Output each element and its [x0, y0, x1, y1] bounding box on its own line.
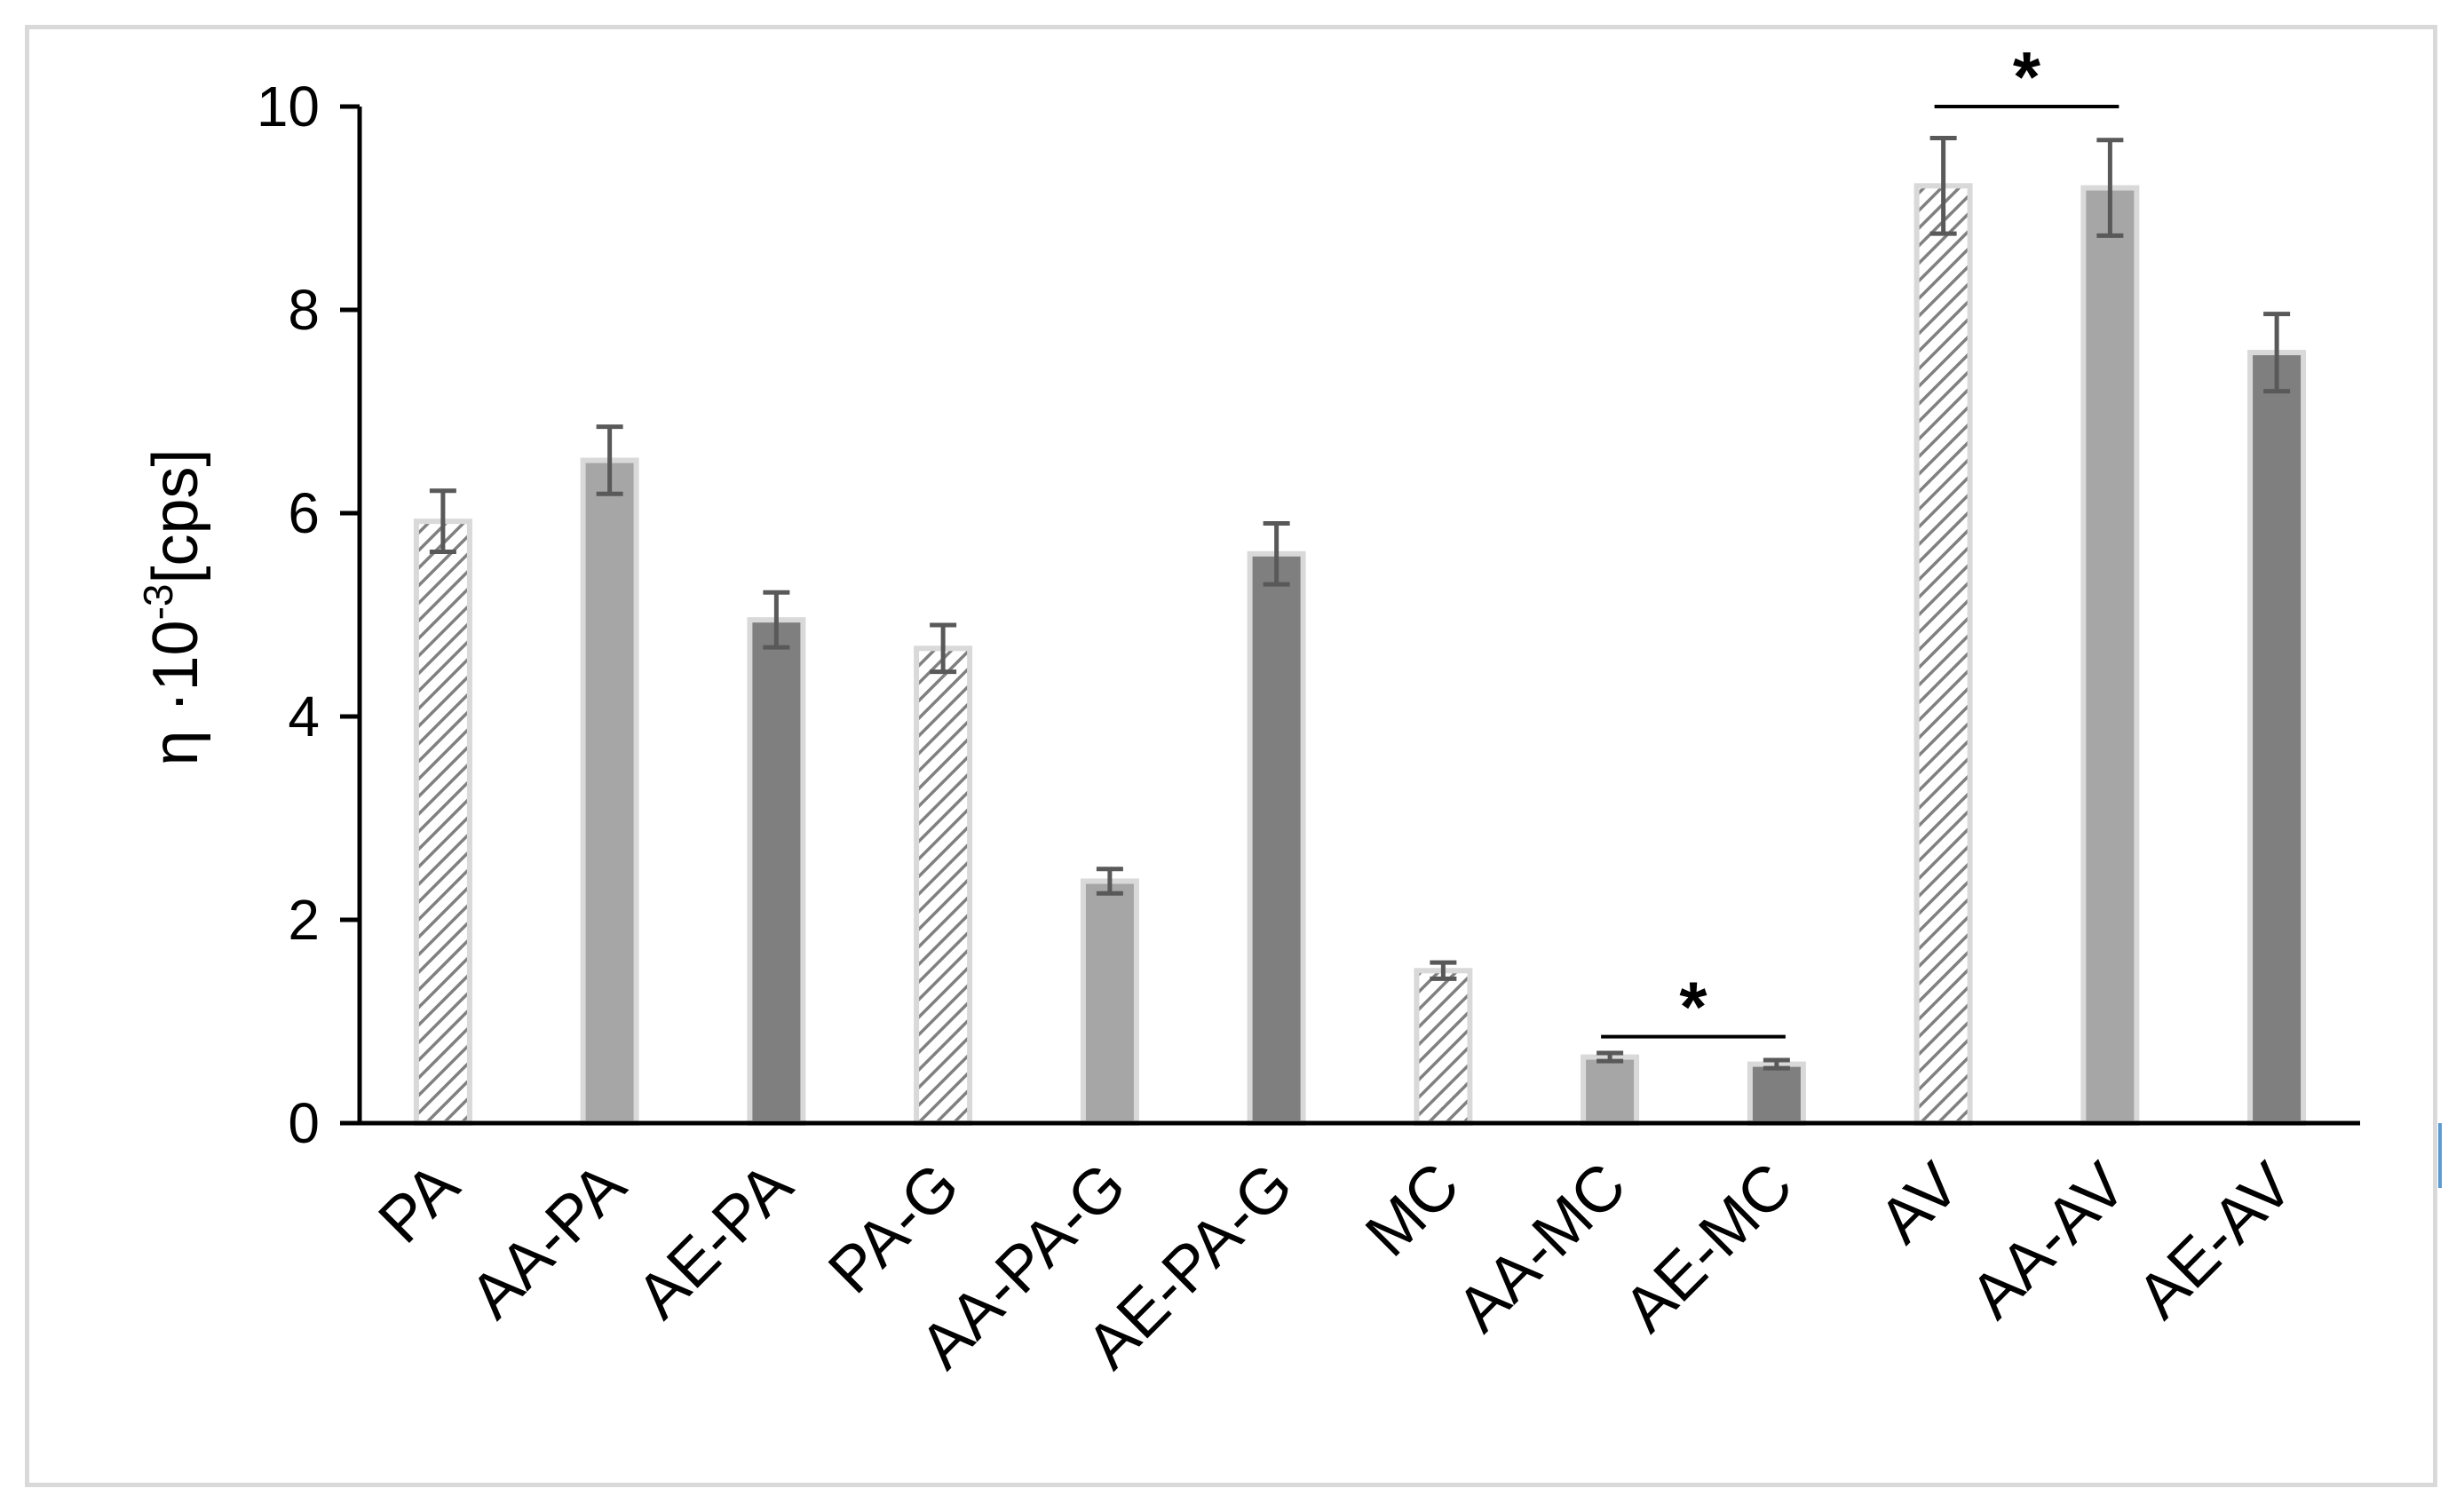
x-tick-label-av: AV	[1866, 1150, 1973, 1257]
x-tick-label-aa-mc: AA-MC	[1444, 1150, 1640, 1346]
bar-aa-pa-g	[1080, 878, 1139, 1126]
axes-layer	[357, 107, 2442, 1188]
error-bar-pa-g	[930, 622, 957, 675]
bar-ae-av	[2247, 350, 2307, 1127]
y-tick-label-8: 8	[288, 278, 320, 342]
error-bar-ae-av	[2263, 312, 2291, 394]
y-tick-label-2: 2	[288, 888, 320, 952]
y-tick-label-10: 10	[257, 75, 320, 139]
bar-aa-mc	[1581, 1054, 1640, 1126]
x-tick-label-aa-pa: AA-PA	[456, 1150, 639, 1333]
x-tick-label-pa: PA	[366, 1150, 473, 1257]
bar-ae-pa	[747, 617, 806, 1126]
x-tick-label-pa-g: PA-G	[815, 1150, 972, 1307]
x-tick-label-mc: MC	[1352, 1150, 1473, 1271]
bar-aa-pa	[580, 457, 639, 1126]
error-bar-aa-mc	[1596, 1050, 1624, 1064]
bars-layer	[413, 183, 2307, 1127]
y-axis-title: η ·10-3[cps]	[135, 448, 211, 765]
bar-pa-g	[914, 645, 973, 1126]
significance-layer: **	[1601, 37, 2119, 1047]
bar-av	[1913, 183, 1973, 1126]
error-bar-aa-pa-g	[1096, 867, 1123, 896]
y-axis-title-exponent: -3	[135, 584, 181, 621]
significance-star-2: *	[2013, 37, 2041, 116]
x-tick-label-ae-av: AE-AV	[2124, 1150, 2307, 1333]
error-bar-pa	[429, 488, 456, 555]
y-axis-title-prefix: η ·10	[140, 620, 211, 765]
x-tick-label-ae-pa: AE-PA	[623, 1150, 806, 1333]
error-bar-aa-pa	[596, 424, 623, 496]
y-tick-label-4: 4	[288, 685, 320, 748]
y-ticks-layer: 0 2 4 6 8 10	[257, 75, 360, 1155]
error-bars-layer	[429, 135, 2291, 1071]
bar-pa	[413, 519, 472, 1126]
y-tick-label-0: 0	[288, 1091, 320, 1155]
error-bar-aa-av	[2096, 138, 2124, 238]
bar-aa-av	[2080, 185, 2140, 1127]
error-bar-av	[1929, 135, 1957, 236]
significance-star-1: *	[1679, 968, 1707, 1047]
bar-ae-pa-g	[1247, 550, 1306, 1126]
x-tick-label-ae-mc: AE-MC	[1611, 1150, 1807, 1346]
y-axis-title-unit: [cps]	[140, 448, 211, 583]
y-tick-label-6: 6	[288, 481, 320, 545]
error-bar-ae-pa-g	[1263, 520, 1290, 587]
error-bar-ae-pa	[763, 590, 790, 650]
bar-mc	[1414, 968, 1473, 1127]
bar-ae-mc	[1747, 1061, 1806, 1126]
error-bar-mc	[1430, 960, 1457, 981]
error-bar-ae-mc	[1763, 1057, 1790, 1071]
x-tick-label-aa-av: AA-AV	[1957, 1150, 2140, 1333]
